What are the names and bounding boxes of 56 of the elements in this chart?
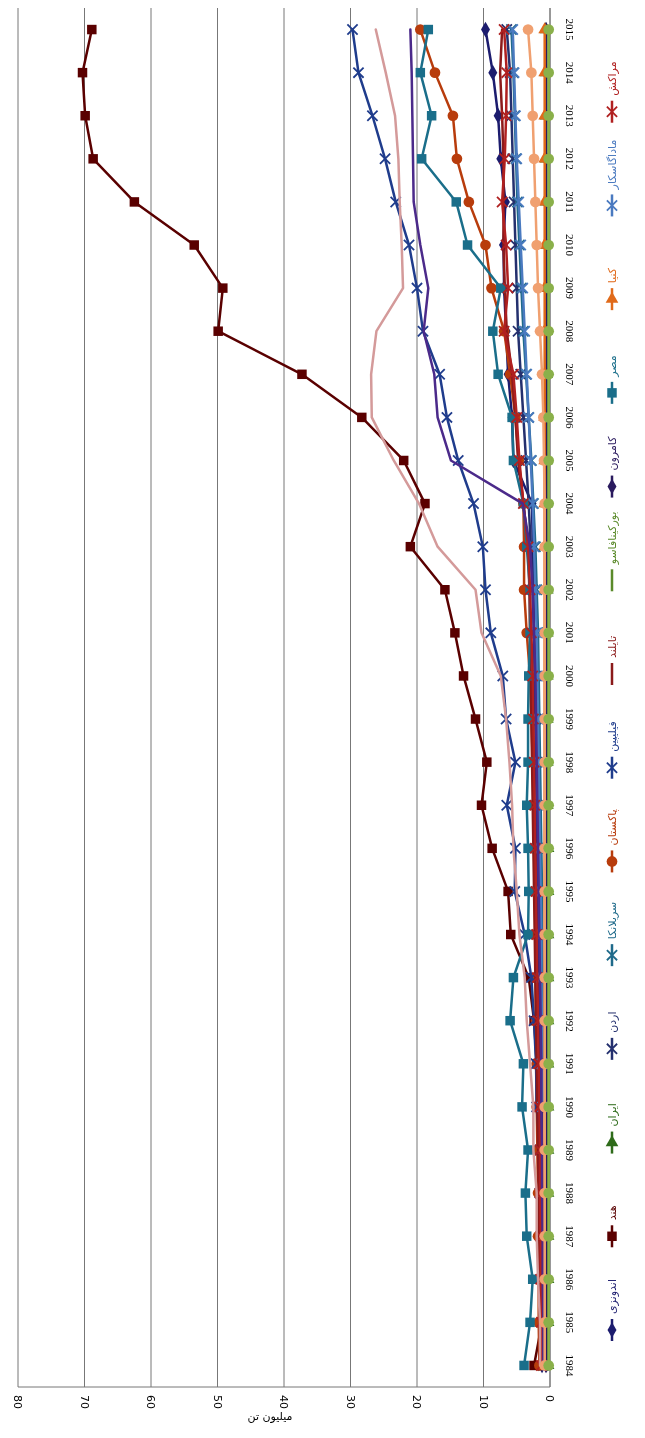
y-tick-label: 2004 xyxy=(564,492,577,516)
x-tick-label: 80 xyxy=(11,1395,25,1409)
text: اردن xyxy=(605,1011,619,1033)
y-tick-label: 2015 xyxy=(564,18,577,42)
x-tick-label: 60 xyxy=(144,1395,158,1409)
y-tick-label: 1990 xyxy=(564,1095,577,1119)
y-tick-label: 1999 xyxy=(564,708,577,731)
x-tick-label: 30 xyxy=(343,1395,357,1409)
x-tick-label: 20 xyxy=(410,1395,424,1409)
y-tick-label: 2006 xyxy=(564,406,577,429)
y-tick-label: 2007 xyxy=(564,363,577,386)
text: سریلانکا xyxy=(605,901,619,940)
y-tick-label: 2013 xyxy=(564,104,577,128)
y-tick-label: 2009 xyxy=(564,277,577,300)
text: تایلند xyxy=(605,635,619,658)
y-tick-label: 2014 xyxy=(564,61,577,85)
y-tick-label: 1997 xyxy=(564,794,577,817)
x-tick-label: 10 xyxy=(476,1395,490,1409)
y-tick-label: 2003 xyxy=(564,535,577,559)
y-tick-label: 1994 xyxy=(564,923,577,947)
x-tick-label: 50 xyxy=(210,1395,224,1409)
y-tick-label: 1984 xyxy=(564,1354,577,1377)
y-tick-label: 2001 xyxy=(564,621,577,644)
text: فیلیپین xyxy=(605,721,619,752)
y-tick-label: 2012 xyxy=(564,147,577,170)
y-tick-label: 1991 xyxy=(564,1052,577,1075)
y-tick-label: 1998 xyxy=(564,751,577,774)
text: اندونزی xyxy=(605,1279,619,1314)
y-tick-label: 2005 xyxy=(564,449,577,472)
text: کامرون xyxy=(605,435,619,471)
y-tick-label: 1987 xyxy=(564,1225,577,1248)
y-tick-label: 1985 xyxy=(564,1311,577,1334)
text: ماداگاسکار xyxy=(605,139,619,191)
y-tick-label: 2000 xyxy=(564,664,577,688)
y-tick-label: 1986 xyxy=(564,1268,577,1291)
y-tick-label: 1989 xyxy=(564,1138,577,1162)
x-tick-label: 0 xyxy=(543,1395,557,1402)
y-tick-label: 1988 xyxy=(564,1182,577,1205)
y-tick-label: 1993 xyxy=(564,966,577,990)
text: هند xyxy=(605,1205,619,1221)
y-tick-label: 2010 xyxy=(564,234,577,257)
y-tick-label: 1995 xyxy=(564,880,577,903)
y-tick-label: 1992 xyxy=(564,1009,577,1032)
x-axis-title: میلیون تن xyxy=(247,1410,293,1423)
text: مراکش xyxy=(605,61,619,96)
y-tick-label: 1996 xyxy=(564,837,577,860)
text: بورکینافاسو xyxy=(605,511,619,566)
y-tick-label: 2002 xyxy=(564,578,577,601)
x-tick-label: 40 xyxy=(277,1395,291,1409)
text: مصر xyxy=(605,355,619,378)
y-tick-label: 2011 xyxy=(564,191,577,213)
text: پاکستان xyxy=(605,809,619,846)
text: ایران xyxy=(605,1103,619,1127)
y-tick-label: 2008 xyxy=(564,320,577,343)
x-tick-label: 70 xyxy=(77,1395,91,1409)
text: کنیا xyxy=(605,267,619,284)
